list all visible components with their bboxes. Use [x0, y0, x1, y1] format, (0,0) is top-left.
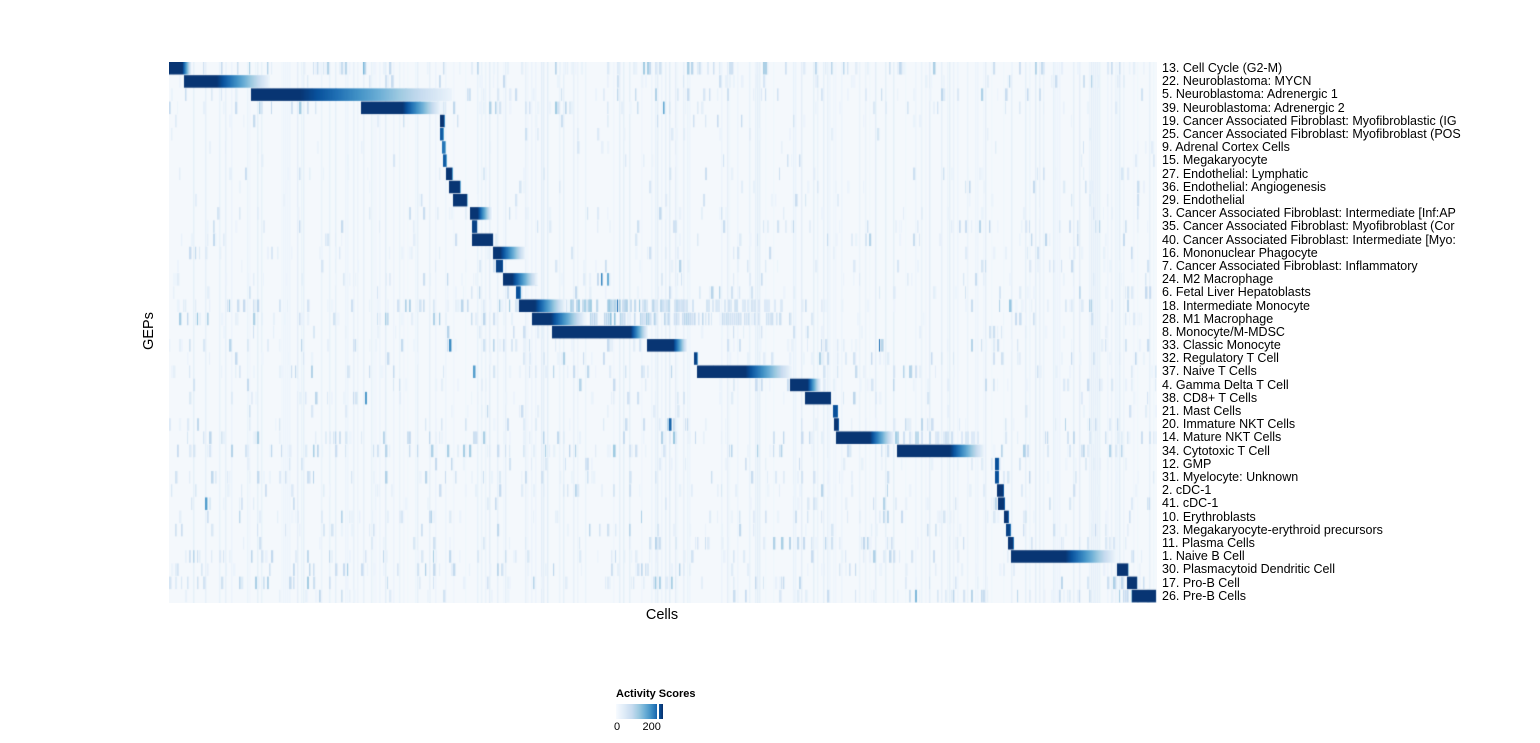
row-label: 20. Immature NKT Cells [1162, 417, 1296, 432]
legend-max-label: 200 [642, 721, 661, 733]
row-label: 34. Cytotoxic T Cell [1162, 443, 1270, 458]
x-axis-label: Cells [645, 607, 679, 623]
row-label: 31. Myelocyte: Unknown [1162, 470, 1299, 485]
row-label: 9. Adrenal Cortex Cells [1162, 140, 1290, 155]
row-label: 37. Naive T Cells [1162, 364, 1257, 379]
row-label: 1. Naive B Cell [1162, 549, 1245, 564]
row-label: 6. Fetal Liver Hepatoblasts [1162, 285, 1311, 300]
row-label: 15. Megakaryocyte [1162, 153, 1268, 168]
legend: Activity Scores 0 200 [614, 688, 726, 738]
row-label: 30. Plasmacytoid Dendritic Cell [1162, 562, 1335, 577]
row-label: 7. Cancer Associated Fibroblast: Inflamm… [1162, 258, 1418, 273]
row-label: 24. M2 Macrophage [1162, 272, 1274, 287]
row-label: 29. Endothelial [1162, 192, 1245, 207]
row-label: 10. Erythroblasts [1162, 509, 1256, 524]
row-label: 41. cDC-1 [1162, 496, 1219, 511]
legend-tick-labels: 0 200 [614, 721, 663, 734]
legend-title: Activity Scores [616, 688, 696, 700]
row-label: 16. Mononuclear Phagocyte [1162, 245, 1318, 260]
row-label: 26. Pre-B Cells [1162, 588, 1247, 603]
row-label: 4. Gamma Delta T Cell [1162, 377, 1289, 392]
row-label: 19. Cancer Associated Fibroblast: Myofib… [1162, 113, 1457, 128]
row-label: 13. Cell Cycle (G2-M) [1162, 61, 1283, 75]
row-label: 22. Neuroblastoma: MYCN [1162, 74, 1312, 89]
row-labels-axis: 13. Cell Cycle (G2-M) 22. Neuroblastoma: … [1162, 61, 1540, 603]
heatmap-canvas [169, 62, 1157, 603]
row-label: 23. Megakaryocyte-erythroid precursors [1162, 522, 1383, 537]
legend-min-label: 0 [614, 721, 621, 733]
row-label: 2. cDC-1 [1162, 483, 1212, 498]
row-label: 14. Mature NKT Cells [1162, 430, 1282, 445]
row-label: 36. Endothelial: Angiogenesis [1162, 179, 1327, 194]
row-label: 21. Mast Cells [1162, 404, 1242, 419]
row-label: 27. Endothelial: Lymphatic [1162, 166, 1309, 181]
legend-tick-mark [657, 704, 659, 719]
row-label: 38. CD8+ T Cells [1162, 390, 1258, 405]
row-label: 17. Pro-B Cell [1162, 575, 1240, 590]
row-label: 28. M1 Macrophage [1162, 311, 1274, 326]
row-label: 33. Classic Monocyte [1162, 338, 1281, 353]
legend-colorbar [616, 704, 663, 719]
row-label: 40. Cancer Associated Fibroblast: Interm… [1162, 232, 1456, 247]
row-label: 35. Cancer Associated Fibroblast: Myofib… [1162, 219, 1455, 234]
y-axis-label: GEPs [141, 312, 157, 350]
row-label: 18. Intermediate Monocyte [1162, 298, 1310, 313]
row-label: 25. Cancer Associated Fibroblast: Myofib… [1162, 126, 1461, 141]
row-label: 5. Neuroblastoma: Adrenergic 1 [1162, 87, 1338, 102]
row-label: 12. GMP [1162, 456, 1212, 471]
row-label: 3. Cancer Associated Fibroblast: Interme… [1162, 206, 1456, 221]
row-label: 11. Plasma Cells [1162, 536, 1255, 551]
row-label: 39. Neuroblastoma: Adrenergic 2 [1162, 100, 1345, 115]
row-label: 32. Regulatory T Cell [1162, 351, 1279, 366]
row-label: 8. Monocyte/M-MDSC [1162, 324, 1285, 339]
